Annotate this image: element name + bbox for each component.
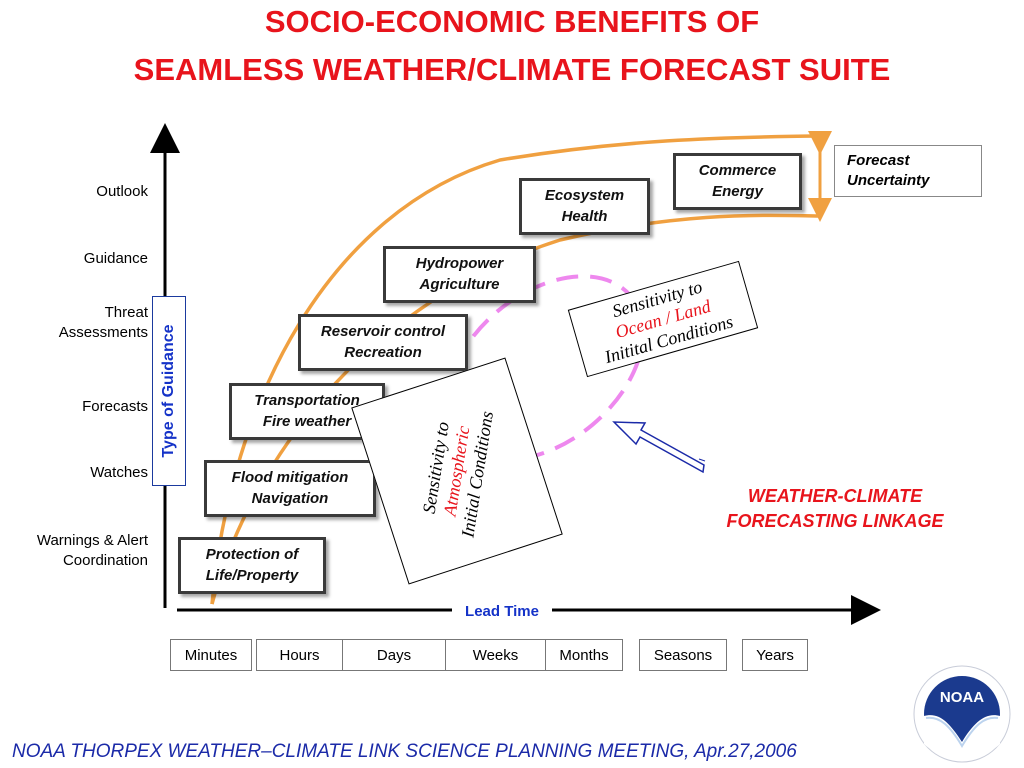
time-seasons: Seasons	[639, 639, 727, 671]
title-line-1: SOCIO-ECONOMIC BENEFITS OF	[264, 4, 760, 39]
forecast-uncertainty-line2: Uncertainty	[847, 172, 930, 189]
level-coordination: Coordination	[62, 552, 148, 569]
linkage-line1: WEATHER-CLIMATE	[747, 486, 923, 506]
linkage-line2: FORECASTING LINKAGE	[726, 511, 944, 531]
time-days: Days	[342, 639, 446, 671]
step-hydropower-line2: Agriculture	[419, 276, 500, 293]
level-warnings: Warnings & Alert	[36, 532, 148, 549]
curve-upper	[210, 134, 821, 605]
step-ecosystem-line2: Health	[561, 208, 608, 225]
linkage-label: WEATHER-CLIMATE FORECASTING LINKAGE	[680, 484, 990, 534]
footer-text: NOAA THORPEX WEATHER–CLIMATE LINK SCIENC…	[12, 741, 797, 762]
step-commerce: Commerce Energy	[673, 153, 802, 210]
lead-time-label: Lead Time	[452, 603, 552, 620]
step-commerce-line2: Energy	[712, 183, 763, 200]
noaa-logo: NOAA	[913, 665, 1011, 763]
step-flood-line1: Flood mitigation	[231, 469, 349, 486]
step-reservoir: Reservoir control Recreation	[298, 314, 468, 371]
step-protection-line1: Protection of	[205, 546, 299, 563]
step-hydropower-line1: Hydropower	[415, 255, 504, 272]
step-ecosystem: Ecosystem Health	[519, 178, 650, 235]
title-line-2: SEAMLESS WEATHER/CLIMATE FORECAST SUITE	[133, 52, 891, 87]
step-commerce-line1: Commerce	[698, 162, 777, 179]
step-hydropower: Hydropower Agriculture	[383, 246, 536, 303]
step-reservoir-line1: Reservoir control	[320, 323, 446, 340]
level-threat: Threat	[104, 304, 148, 321]
step-protection-line2: Life/Property	[205, 567, 299, 584]
step-protection: Protection of Life/Property	[178, 537, 326, 594]
step-transportation-line2: Fire weather	[262, 413, 352, 430]
level-forecasts: Forecasts	[82, 398, 148, 415]
type-of-guidance-label: Type of Guidance	[152, 296, 186, 486]
forecast-uncertainty-box: Forecast Uncertainty	[834, 145, 982, 197]
level-outlook: Outlook	[96, 183, 148, 200]
step-reservoir-line2: Recreation	[344, 344, 422, 361]
time-weeks: Weeks	[445, 639, 546, 671]
step-flood-line2: Navigation	[251, 490, 329, 507]
time-hours: Hours	[256, 639, 343, 671]
forecast-uncertainty-line1: Forecast	[847, 152, 910, 169]
time-years: Years	[742, 639, 808, 671]
time-months: Months	[545, 639, 623, 671]
level-guidance: Guidance	[83, 250, 148, 267]
step-transportation-line1: Transportation	[254, 392, 360, 409]
step-ecosystem-line1: Ecosystem	[544, 187, 625, 204]
linkage-arrow	[612, 421, 705, 474]
type-of-guidance-text: Type of Guidance	[160, 324, 177, 458]
level-assessments: Assessments	[58, 324, 148, 341]
time-minutes: Minutes	[170, 639, 252, 671]
noaa-logo-text: NOAA	[940, 689, 984, 706]
step-flood: Flood mitigation Navigation	[204, 460, 376, 517]
level-watches: Watches	[90, 464, 148, 481]
